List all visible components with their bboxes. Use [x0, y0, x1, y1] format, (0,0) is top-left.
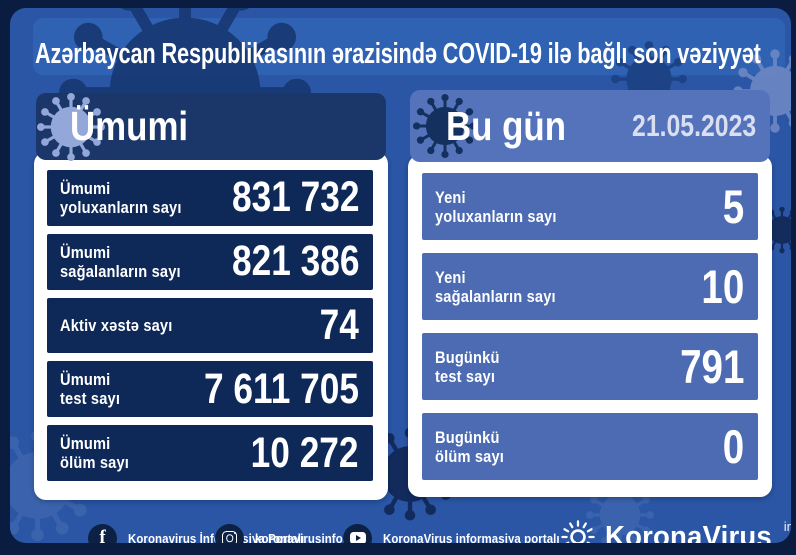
page-title: Azərbaycan Respublikasının ərazisində CO…	[10, 26, 785, 83]
stat-label-line: Ümumi	[60, 242, 111, 262]
stat-value: 7 611 705	[204, 364, 359, 413]
stat-label-line: Ümumi	[60, 434, 111, 454]
stat-label-line: Yeni	[435, 187, 466, 207]
stat-value: 821 386	[231, 237, 359, 286]
brand-name: KoronaVirus	[605, 520, 772, 544]
stat-label: Bugünkü test sayı	[435, 348, 510, 386]
stat-label-line: sağalanların sayı	[60, 261, 181, 281]
totals-banner: Ümumi	[36, 93, 386, 160]
stat-value: 0	[722, 420, 744, 473]
report-date: 21.05.2023	[631, 108, 756, 143]
youtube-icon	[343, 523, 372, 543]
instagram-link[interactable]: koronavirusinfoaz	[215, 523, 369, 543]
today-banner: Bu gün 21.05.2023	[410, 90, 770, 162]
background: Azərbaycan Respublikasının ərazisində CO…	[10, 8, 791, 543]
stat-row-active-cases: Aktiv xəstə sayı 74	[47, 297, 373, 354]
stat-value: 5	[722, 180, 744, 233]
brand-logo[interactable]: KoronaVirus info	[559, 518, 791, 543]
totals-title: Ümumi	[70, 103, 189, 149]
stat-label-line: Aktiv xəstə sayı	[60, 315, 173, 335]
stat-label-line: Yeni	[435, 267, 466, 287]
stat-label: Ümumi yoluxanların sayı	[60, 179, 201, 217]
facebook-icon	[88, 523, 117, 543]
instagram-label: koronavirusinfoaz	[255, 530, 356, 544]
today-card: Yeni yoluxanların sayı 5 Yeni sağalanlar…	[408, 155, 772, 497]
instagram-icon	[215, 523, 244, 543]
youtube-link[interactable]: KoronaVirus informasiya portalı	[343, 523, 584, 543]
stat-label: Ümumi sağalanların sayı	[60, 243, 200, 281]
stat-row-total-tests: Ümumi test sayı 7 611 705	[47, 361, 373, 418]
stat-label: Yeni yoluxanların sayı	[435, 188, 576, 226]
stat-label: Ümumi ölüm sayı	[60, 434, 140, 472]
stat-label-line: Ümumi	[60, 370, 111, 390]
stat-label-line: Ümumi	[60, 178, 111, 198]
brand-suffix: info	[783, 518, 791, 534]
stat-label-line: test sayı	[60, 389, 121, 409]
stat-row-today-deaths: Bugünkü ölüm sayı 0	[422, 413, 758, 480]
stat-label-line: yoluxanların sayı	[60, 197, 182, 217]
stat-label-line: sağalanların sayı	[435, 286, 556, 306]
stat-value: 831 732	[231, 173, 359, 222]
page-title-text: Azərbaycan Respublikasının ərazisində CO…	[34, 38, 761, 70]
today-title: Bu gün	[446, 102, 567, 149]
stat-label-line: ölüm sayı	[60, 453, 129, 473]
youtube-label: KoronaVirus informasiya portalı	[383, 530, 560, 544]
stat-row-today-tests: Bugünkü test sayı 791	[422, 333, 758, 400]
stat-label: Ümumi test sayı	[60, 370, 130, 408]
stat-label: Aktiv xəstə sayı	[60, 316, 191, 335]
stat-value: 10	[701, 260, 744, 313]
stat-label-line: test sayı	[435, 366, 496, 386]
stat-row-new-recovered: Yeni sağalanların sayı 10	[422, 253, 758, 320]
stat-label-line: ölüm sayı	[435, 446, 504, 466]
totals-card: Ümumi yoluxanların sayı 831 732 Ümumi sa…	[34, 152, 388, 500]
stat-row-total-deaths: Ümumi ölüm sayı 10 272	[47, 425, 373, 481]
stat-row-total-infected: Ümumi yoluxanların sayı 831 732	[47, 170, 373, 226]
brand-virus-icon	[561, 520, 595, 543]
stat-label-line: yoluxanların sayı	[435, 206, 557, 226]
stat-row-total-recovered: Ümumi sağalanların sayı 821 386	[47, 233, 373, 290]
stat-value: 791	[679, 340, 744, 393]
stat-value: 74	[319, 300, 359, 349]
stat-label-line: Bugünkü	[435, 347, 500, 367]
stat-value: 10 272	[251, 428, 359, 477]
stat-label-line: Bugünkü	[435, 427, 500, 447]
stat-row-new-infected: Yeni yoluxanların sayı 5	[422, 173, 758, 240]
stat-label: Bugünkü ölüm sayı	[435, 428, 515, 466]
stat-label: Yeni sağalanların sayı	[435, 268, 575, 306]
